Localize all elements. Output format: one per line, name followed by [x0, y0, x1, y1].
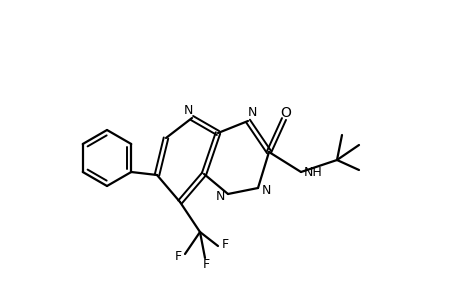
Text: N: N [183, 103, 192, 116]
Text: N: N [261, 184, 270, 196]
Text: NH: NH [303, 167, 322, 179]
Text: F: F [221, 238, 228, 250]
Text: F: F [202, 259, 209, 272]
Text: F: F [174, 250, 181, 263]
Text: N: N [215, 190, 224, 202]
Text: N: N [247, 106, 256, 118]
Text: O: O [280, 106, 291, 120]
